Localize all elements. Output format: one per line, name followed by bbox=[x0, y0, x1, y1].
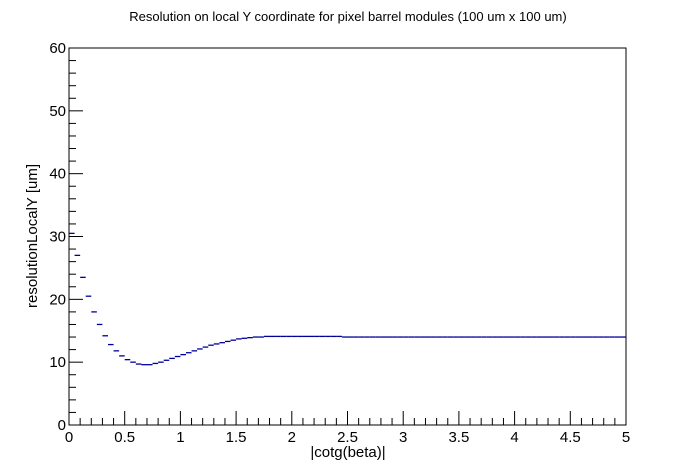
y-tick-label: 0 bbox=[58, 417, 66, 434]
x-axis: 0 0.5 1 1.5 2 2.5 3 3.5 4 4.5 5 bbox=[65, 411, 630, 446]
x-tick-label: 4 bbox=[510, 429, 518, 446]
data-series bbox=[69, 232, 626, 366]
x-tick-label: 3 bbox=[399, 429, 407, 446]
x-tick-label: 5 bbox=[622, 429, 630, 446]
x-axis-title: |cotg(beta)| bbox=[310, 444, 385, 461]
x-tick-label: 1.5 bbox=[226, 429, 247, 446]
y-tick-label: 30 bbox=[49, 229, 66, 246]
x-tick-label: 0.5 bbox=[114, 429, 135, 446]
x-tick-label: 2 bbox=[288, 429, 296, 446]
x-tick-label: 4.5 bbox=[560, 429, 581, 446]
plot-frame bbox=[68, 47, 627, 426]
x-tick-label: 0 bbox=[65, 429, 73, 446]
y-tick-label: 50 bbox=[49, 103, 66, 120]
y-tick-label: 40 bbox=[49, 166, 66, 183]
x-tick-label: 3.5 bbox=[448, 429, 469, 446]
chart-title: Resolution on local Y coordinate for pix… bbox=[129, 9, 566, 24]
y-tick-label: 60 bbox=[49, 40, 66, 57]
y-axis: 0 10 20 30 40 50 60 bbox=[49, 40, 83, 434]
x-tick-label: 1 bbox=[176, 429, 184, 446]
y-axis-title: resolutionLocalY [um] bbox=[24, 164, 41, 308]
x-tick-label: 2.5 bbox=[337, 429, 358, 446]
y-tick-label: 10 bbox=[49, 354, 66, 371]
y-tick-label: 20 bbox=[49, 291, 66, 308]
